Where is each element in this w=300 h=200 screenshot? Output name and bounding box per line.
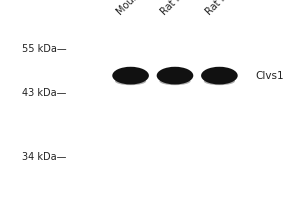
Ellipse shape [201, 67, 238, 84]
Ellipse shape [157, 67, 193, 84]
Ellipse shape [115, 77, 146, 85]
Ellipse shape [112, 67, 149, 84]
Ellipse shape [159, 77, 190, 85]
Text: 34 kDa—: 34 kDa— [22, 152, 66, 162]
Ellipse shape [204, 77, 235, 85]
Text: Rat lung: Rat lung [203, 0, 239, 17]
Text: 43 kDa—: 43 kDa— [22, 88, 66, 98]
Text: Clvs1: Clvs1 [255, 71, 284, 81]
Text: Mouse lung: Mouse lung [115, 0, 161, 17]
Text: Rat hippocampus: Rat hippocampus [159, 0, 226, 17]
Text: 55 kDa—: 55 kDa— [22, 44, 66, 54]
